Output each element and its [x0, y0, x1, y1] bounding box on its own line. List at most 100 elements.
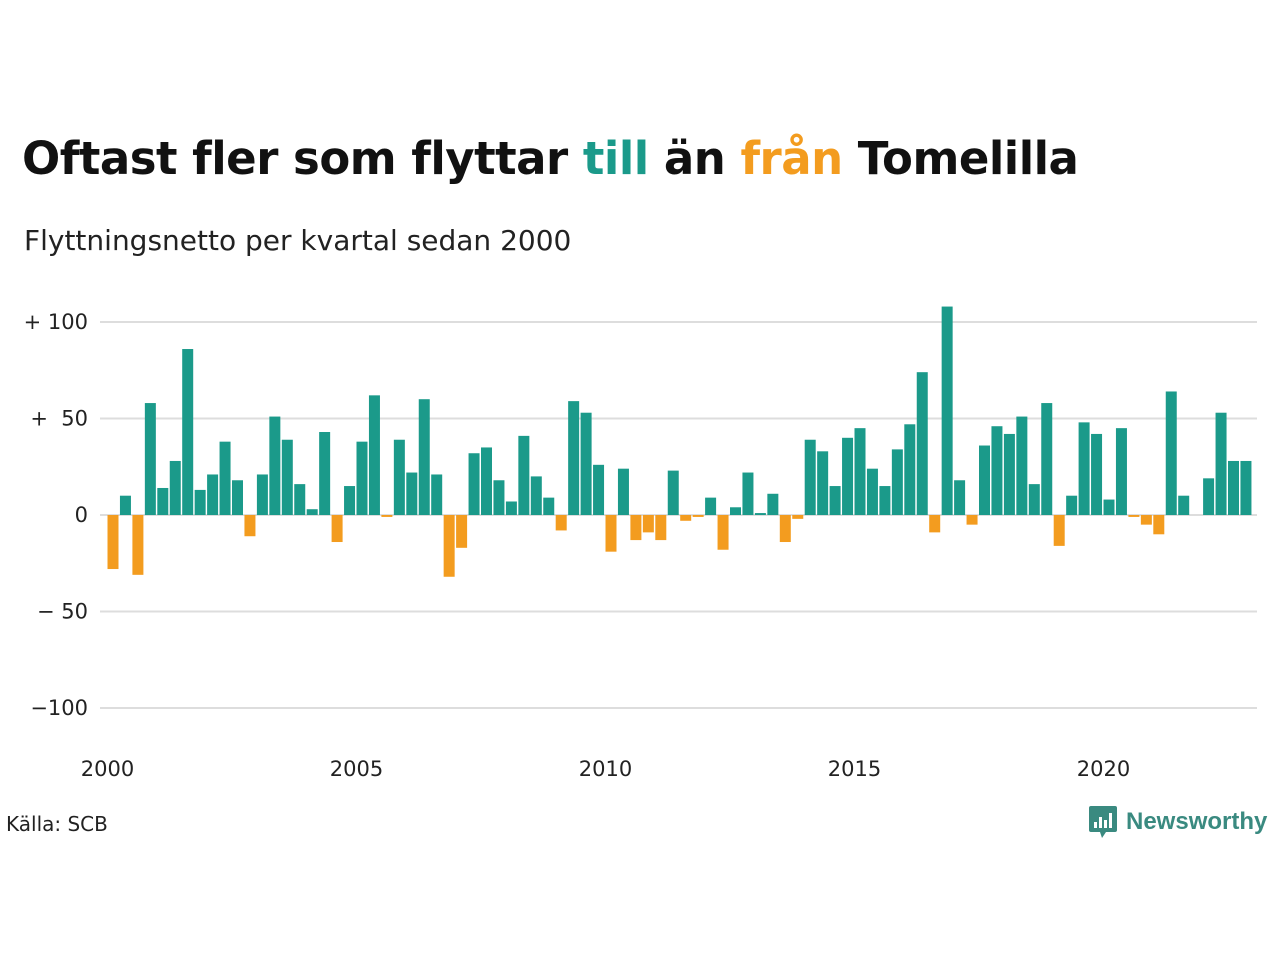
bar-58	[829, 486, 841, 515]
x-tick-label-3: 2015	[828, 757, 881, 781]
bar-83	[1140, 515, 1152, 525]
bar-73	[1016, 416, 1028, 515]
bar-29	[468, 453, 480, 515]
bar-63	[891, 449, 903, 515]
bar-71	[991, 426, 1003, 515]
bar-48	[705, 497, 717, 515]
bar-44	[655, 515, 667, 541]
title-positive-word: till	[582, 132, 649, 185]
bar-51	[742, 472, 754, 515]
bar-55	[792, 515, 804, 519]
bar-77	[1066, 495, 1078, 515]
bar-46	[680, 515, 692, 521]
title-part-1: Oftast fler som flyttar	[22, 132, 583, 185]
bar-53	[767, 493, 779, 515]
y-tick-label-2: 0	[75, 503, 88, 527]
bar-89	[1215, 412, 1227, 515]
bar-1	[119, 495, 131, 515]
x-tick-label-4: 2020	[1077, 757, 1130, 781]
title-negative-word: från	[740, 132, 843, 185]
bar-31	[493, 480, 505, 515]
x-tick-label-0: 2000	[81, 757, 134, 781]
bar-20	[356, 441, 368, 515]
bar-7	[194, 489, 206, 515]
bar-84	[1153, 515, 1165, 535]
bar-26	[431, 474, 443, 515]
x-tick-label-1: 2005	[330, 757, 383, 781]
bar-75	[1041, 403, 1053, 515]
bar-86	[1178, 495, 1190, 515]
bar-88	[1203, 478, 1215, 515]
bar-4	[157, 487, 169, 515]
bar-64	[904, 424, 916, 515]
bar-16	[306, 509, 318, 515]
bar-28	[456, 515, 468, 548]
chart-subtitle: Flyttningsnetto per kvartal sedan 2000	[24, 224, 572, 257]
bar-56	[804, 439, 816, 515]
bar-67	[941, 306, 953, 515]
x-tick-label-2: 2010	[579, 757, 632, 781]
bar-90	[1228, 460, 1239, 515]
bar-47	[692, 515, 704, 517]
y-tick-label-3: − 50	[37, 600, 88, 624]
bars	[107, 306, 1252, 577]
bar-13	[269, 416, 281, 515]
bar-8	[207, 474, 219, 515]
bar-30	[481, 447, 492, 515]
x-axis-ticks: 2000 2005 2010 2015 2020	[81, 757, 1130, 781]
bar-91	[1240, 460, 1252, 515]
chart-title: Oftast fler som flyttar till än från Tom…	[22, 132, 1079, 185]
bar-5	[169, 460, 181, 515]
y-tick-label-1: + 50	[30, 407, 88, 431]
bar-65	[916, 372, 928, 515]
bar-62	[879, 486, 891, 515]
bar-66	[929, 515, 941, 533]
bar-54	[779, 515, 791, 543]
bar-43	[642, 515, 654, 533]
bar-17	[319, 432, 331, 515]
bar-34	[530, 476, 542, 515]
bar-38	[580, 412, 592, 515]
bar-57	[817, 451, 829, 515]
bar-70	[979, 445, 990, 515]
title-part-2: än	[648, 132, 741, 185]
bar-24	[406, 472, 418, 515]
bar-18	[331, 515, 343, 543]
bar-45	[667, 470, 679, 515]
bar-2	[132, 515, 144, 575]
bar-41	[617, 468, 629, 515]
bar-12	[256, 474, 268, 515]
bar-50	[730, 507, 741, 515]
bar-49	[717, 515, 729, 550]
bar-79	[1091, 433, 1103, 515]
bar-25	[418, 399, 430, 515]
source-note: Källa: SCB	[6, 812, 108, 836]
bar-36	[555, 515, 567, 531]
bar-40	[605, 515, 617, 552]
bar-68	[954, 480, 966, 515]
y-axis-ticks: + 100 + 50 0 − 50 −100	[24, 310, 88, 720]
bar-72	[1003, 433, 1015, 515]
y-tick-label-0: + 100	[24, 310, 88, 334]
brand: Newsworthy	[1088, 804, 1267, 840]
bar-69	[966, 515, 978, 525]
bar-23	[393, 439, 405, 515]
bar-82	[1128, 515, 1140, 517]
newsworthy-logo-icon	[1089, 806, 1117, 838]
bar-85	[1165, 391, 1177, 515]
bar-6	[182, 349, 194, 515]
bar-32	[505, 501, 517, 515]
bar-61	[866, 468, 878, 515]
bar-27	[443, 515, 455, 577]
bar-9	[219, 441, 231, 515]
bar-3	[144, 403, 156, 515]
brand-name: Newsworthy	[1126, 808, 1268, 835]
bar-0	[107, 515, 119, 570]
bar-19	[344, 486, 356, 515]
bar-59	[842, 437, 854, 515]
bar-60	[854, 428, 866, 515]
bar-76	[1053, 515, 1065, 546]
y-tick-label-4: −100	[30, 696, 88, 720]
bar-11	[244, 515, 256, 537]
